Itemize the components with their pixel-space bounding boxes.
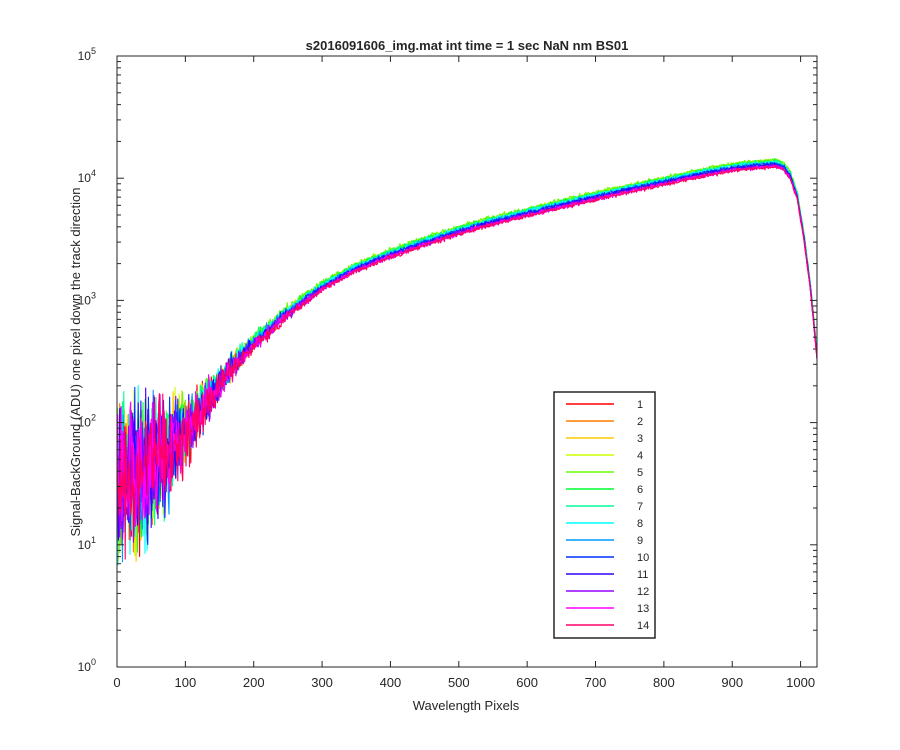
x-tick-label: 100 [175, 675, 197, 690]
x-tick-label: 1000 [786, 675, 815, 690]
series-line-14 [117, 164, 817, 560]
x-axis-label: Wavelength Pixels [413, 698, 520, 713]
y-tick-exponent: 4 [91, 168, 96, 178]
legend-label-13: 13 [637, 603, 649, 615]
legend-label-3: 3 [637, 433, 643, 445]
y-axis-label: Signal-BackGround (ADU) one pixel down t… [68, 187, 83, 536]
y-tick-base: 10 [78, 416, 92, 430]
y-tick-exponent: 0 [91, 657, 96, 667]
legend-label-12: 12 [637, 586, 649, 598]
legend-label-5: 5 [637, 467, 643, 479]
y-tick-exponent: 3 [91, 290, 96, 300]
legend-label-7: 7 [637, 501, 643, 513]
legend-label-8: 8 [637, 518, 643, 530]
legend-label-10: 10 [637, 552, 649, 564]
legend-label-9: 9 [637, 535, 643, 547]
y-tick-exponent: 5 [91, 46, 96, 56]
series-lines [117, 157, 817, 566]
y-tick-base: 10 [78, 293, 92, 307]
legend-label-6: 6 [637, 484, 643, 496]
y-tick-base: 10 [78, 660, 92, 674]
y-tick-label: 104 [78, 168, 96, 185]
y-tick-base: 10 [78, 171, 92, 185]
y-tick-label: 105 [78, 46, 96, 63]
y-tick-label: 103 [78, 290, 96, 307]
y-tick-label: 100 [78, 657, 96, 674]
x-tick-label: 900 [721, 675, 743, 690]
legend-label-4: 4 [637, 450, 643, 462]
series-lines-clip [117, 157, 817, 566]
legend-label-1: 1 [637, 399, 643, 411]
legend-label-11: 11 [637, 569, 648, 581]
chart-title: s2016091606_img.mat int time = 1 sec NaN… [306, 38, 629, 53]
x-tick-label: 200 [243, 675, 265, 690]
x-tick-label: 700 [585, 675, 607, 690]
x-tick-label: 500 [448, 675, 470, 690]
y-tick-label: 101 [78, 535, 96, 552]
legend-label-2: 2 [637, 416, 643, 428]
x-tick-label: 400 [380, 675, 402, 690]
y-tick-label: 102 [78, 413, 96, 430]
x-axis: 0 100 200 300 400 500 600 700 800 900 1000 [113, 56, 815, 690]
plot-box [116, 55, 818, 668]
y-tick-exponent: 1 [91, 535, 96, 545]
legend-label-14: 14 [637, 620, 649, 632]
y-tick-base: 10 [78, 49, 92, 63]
legend-box [553, 391, 656, 639]
x-tick-label: 300 [311, 675, 333, 690]
x-tick-label: 800 [653, 675, 675, 690]
x-tick-label: 600 [516, 675, 538, 690]
y-tick-base: 10 [78, 538, 92, 552]
plot-area [117, 56, 817, 667]
y-tick-exponent: 2 [91, 413, 96, 423]
x-tick-label: 0 [113, 675, 120, 690]
